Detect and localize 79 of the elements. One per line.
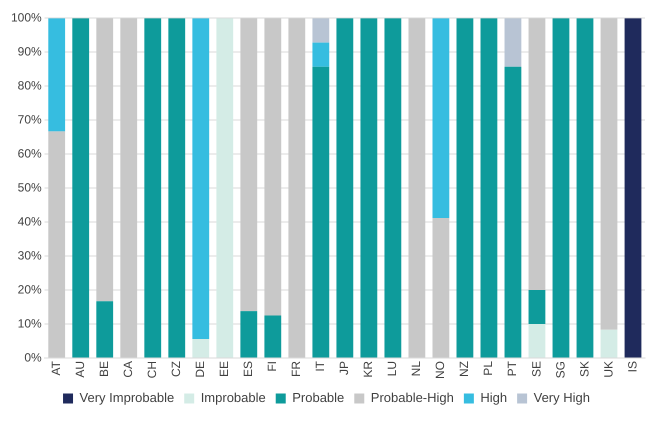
x-tick-label: AU <box>73 361 88 378</box>
x-tick-label: ES <box>241 361 256 378</box>
bar <box>168 18 186 358</box>
legend-label: Improbable <box>200 390 266 406</box>
x-tick-label: KR <box>361 360 376 378</box>
x-tick-label: CZ <box>169 361 184 377</box>
y-tick-label: 100% <box>10 10 42 25</box>
bar <box>432 18 450 218</box>
x-tick-label: AT <box>49 360 64 376</box>
bar <box>576 18 594 358</box>
x-tick-label: UK <box>601 361 616 378</box>
bar <box>456 18 474 358</box>
x-tick-label: LU <box>385 361 400 376</box>
y-tick-label: 50% <box>18 180 42 194</box>
bar <box>192 18 210 339</box>
y-tick-label: 80% <box>18 78 42 92</box>
y-tick-label: 0% <box>24 350 42 364</box>
bar <box>120 18 138 358</box>
bar <box>144 18 162 358</box>
bar <box>48 131 66 358</box>
bar <box>48 18 66 132</box>
y-tick-label: 10% <box>18 316 42 330</box>
bar <box>624 18 642 358</box>
y-tick-label: 90% <box>18 44 42 58</box>
x-tick-label: DE <box>193 361 208 378</box>
y-tick-label: 30% <box>18 248 42 262</box>
x-tick-label: JP <box>337 361 352 376</box>
x-tick-label: SK <box>577 361 592 378</box>
bar <box>312 18 330 43</box>
bar <box>408 18 426 358</box>
bar <box>96 18 114 302</box>
legend-label: High <box>480 390 508 406</box>
x-tick-label: SE <box>529 361 544 378</box>
x-tick-label: FI <box>265 361 280 372</box>
bar <box>96 301 114 358</box>
x-tick-label: NL <box>409 360 424 376</box>
bar <box>288 18 306 358</box>
bar <box>384 18 402 358</box>
y-tick-label: 20% <box>18 282 42 296</box>
bar <box>216 18 234 358</box>
bar <box>240 18 258 312</box>
bar <box>336 18 354 358</box>
bar <box>504 18 522 67</box>
bar <box>72 18 90 358</box>
bar <box>360 18 378 358</box>
bar <box>504 66 522 358</box>
legend-label: Very Improbable <box>80 390 174 406</box>
bar <box>192 338 210 358</box>
bar <box>552 18 570 358</box>
y-tick-label: 60% <box>18 146 42 160</box>
x-tick-label: BE <box>97 361 112 378</box>
bar <box>240 311 258 358</box>
y-tick-label: 70% <box>18 112 42 126</box>
bar <box>264 18 282 316</box>
x-tick-label: FR <box>289 360 304 377</box>
x-tick-label: CA <box>121 361 136 378</box>
x-tick-label: PL <box>481 360 496 376</box>
bar <box>528 324 546 358</box>
x-tick-label: IT <box>313 360 328 372</box>
legend-label: Probable <box>292 390 344 406</box>
bar <box>264 316 282 358</box>
x-tick-label: IS <box>625 361 640 372</box>
bar <box>312 66 330 358</box>
x-tick-label: EE <box>217 361 232 378</box>
bar <box>600 18 618 330</box>
legend-label: Probable-High <box>370 390 454 406</box>
bar <box>600 330 618 358</box>
y-tick-label: 40% <box>18 214 42 228</box>
x-tick-label: SG <box>553 361 568 378</box>
bar <box>528 290 546 324</box>
bar <box>480 18 498 358</box>
x-tick-label: CH <box>145 361 160 378</box>
bar <box>312 42 330 67</box>
legend-label: Very High <box>534 390 590 406</box>
x-tick-label: NO <box>433 361 448 379</box>
bar <box>432 218 450 358</box>
bar <box>528 18 546 290</box>
x-tick-label: PT <box>505 360 520 376</box>
x-tick-label: NZ <box>457 361 472 377</box>
